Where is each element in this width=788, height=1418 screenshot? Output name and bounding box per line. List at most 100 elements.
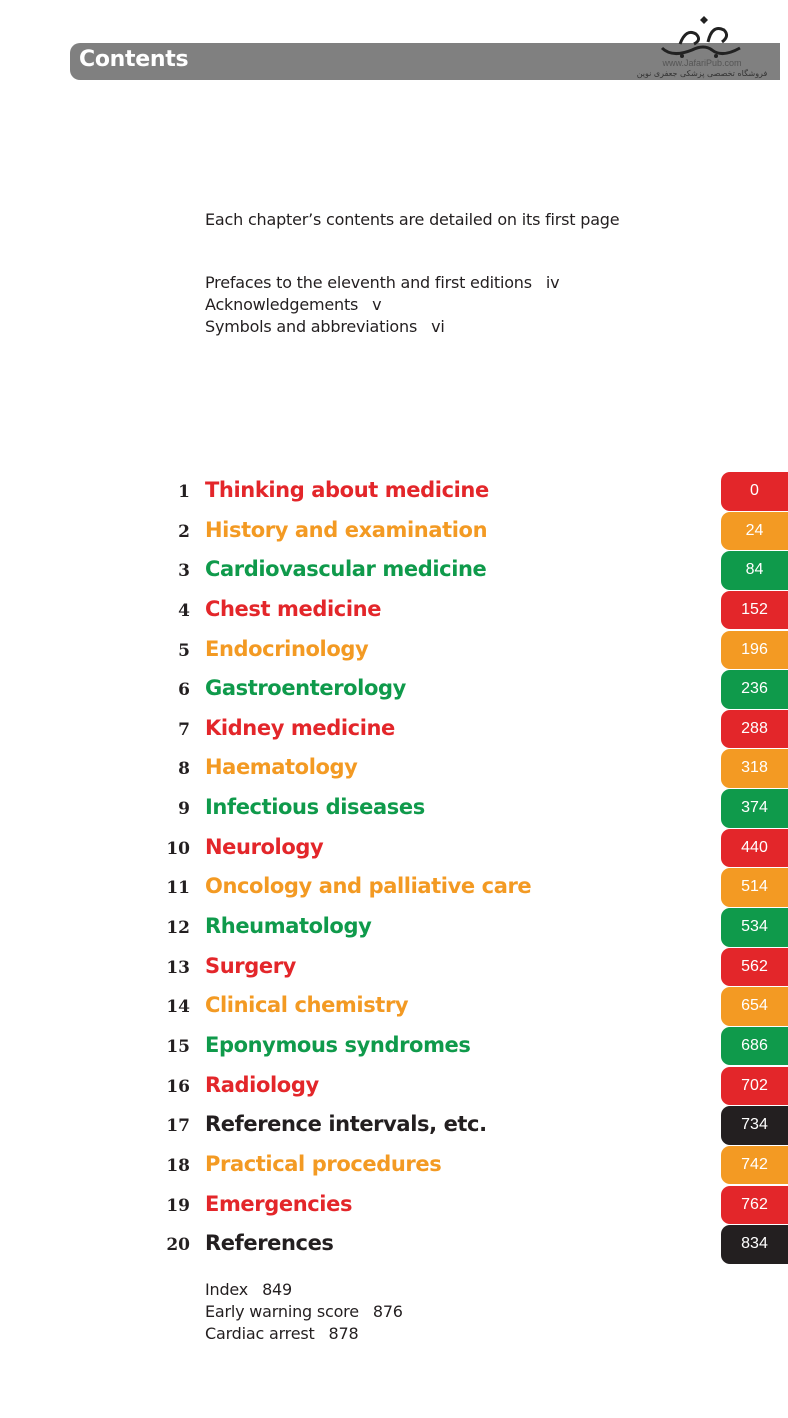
- chapter-title[interactable]: Eponymous syndromes: [205, 1032, 471, 1057]
- chapter-title[interactable]: Practical procedures: [205, 1151, 442, 1176]
- chapter-row[interactable]: 18 Practical procedures 742: [0, 1145, 788, 1186]
- chapter-title[interactable]: Emergencies: [205, 1191, 353, 1216]
- prelim-label: Symbols and abbreviations: [205, 317, 418, 336]
- chapter-page-tab[interactable]: 762: [721, 1185, 788, 1225]
- endmatter-label: Early warning score: [205, 1302, 359, 1321]
- chapter-number: 20: [166, 1235, 190, 1256]
- endmatter-label: Index: [205, 1280, 249, 1299]
- chapter-title[interactable]: Radiology: [205, 1072, 319, 1097]
- chapter-title[interactable]: References: [205, 1231, 334, 1256]
- chapter-number: 7: [178, 719, 190, 740]
- prelim-entry-acknowledgements[interactable]: Acknowledgements v: [205, 294, 559, 316]
- prelim-entry-symbols[interactable]: Symbols and abbreviations vi: [205, 316, 559, 338]
- chapter-row[interactable]: 2 History and examination 24: [0, 511, 788, 552]
- prelim-page: v: [372, 295, 382, 314]
- chapter-row[interactable]: 6 Gastroenterology 236: [0, 670, 788, 710]
- chapter-page-tab[interactable]: 514: [721, 868, 788, 907]
- chapter-row[interactable]: 14 Clinical chemistry 654: [0, 987, 788, 1027]
- chapter-page-tab[interactable]: 702: [721, 1066, 788, 1106]
- chapter-row[interactable]: 4 Chest medicine 152: [0, 590, 788, 631]
- chapter-row[interactable]: 1 Thinking about medicine 0: [0, 472, 788, 512]
- chapter-row[interactable]: 12 Rheumatology 534: [0, 908, 788, 948]
- chapter-page-tab[interactable]: 654: [721, 987, 788, 1026]
- chapter-page-tab[interactable]: 562: [721, 947, 788, 987]
- chapter-row[interactable]: 7 Kidney medicine 288: [0, 709, 788, 750]
- chapter-title[interactable]: Clinical chemistry: [205, 993, 409, 1018]
- chapter-row[interactable]: 5 Endocrinology 196: [0, 630, 788, 671]
- chapter-title[interactable]: Rheumatology: [205, 914, 372, 939]
- chapter-row[interactable]: 10 Neurology 440: [0, 828, 788, 869]
- chapter-page-tab[interactable]: 152: [721, 590, 788, 630]
- chapter-number: 5: [178, 640, 190, 661]
- chapter-row[interactable]: 16 Radiology 702: [0, 1066, 788, 1107]
- endmatter-entry-cardiac-arrest[interactable]: Cardiac arrest 878: [205, 1323, 403, 1345]
- chapter-page-tab[interactable]: 742: [721, 1145, 788, 1185]
- chapter-page-tab[interactable]: 318: [721, 749, 788, 788]
- publisher-url: www.JafariPub.com: [662, 58, 742, 68]
- chapter-number: 18: [166, 1155, 190, 1176]
- chapter-list: 1 Thinking about medicine 0 2 History and ex…: [0, 472, 788, 1265]
- chapter-title[interactable]: Reference intervals, etc.: [205, 1112, 487, 1137]
- intro-note: Each chapter’s contents are detailed on …: [205, 210, 620, 229]
- endmatter-page: 878: [328, 1324, 359, 1343]
- chapter-page-tab[interactable]: 24: [721, 511, 788, 551]
- prelim-page: iv: [545, 273, 560, 292]
- chapter-number: 9: [178, 799, 190, 820]
- endmatter-entry-index[interactable]: Index 849: [205, 1279, 403, 1301]
- chapter-number: 2: [178, 521, 190, 542]
- chapter-title[interactable]: Infectious diseases: [205, 795, 425, 820]
- chapter-title[interactable]: History and examination: [205, 517, 488, 542]
- prelim-page: vi: [431, 317, 445, 336]
- endmatter-entry-early-warning-score[interactable]: Early warning score 876: [205, 1301, 403, 1323]
- chapter-row[interactable]: 17 Reference intervals, etc. 734: [0, 1106, 788, 1146]
- chapter-page-tab[interactable]: 236: [721, 670, 788, 709]
- chapter-row[interactable]: 20 References 834: [0, 1225, 788, 1265]
- chapter-number: 10: [166, 838, 190, 859]
- chapter-row[interactable]: 3 Cardiovascular medicine 84: [0, 551, 788, 591]
- chapter-row[interactable]: 19 Emergencies 762: [0, 1185, 788, 1226]
- chapter-page-tab[interactable]: 534: [721, 908, 788, 947]
- chapter-number: 16: [166, 1076, 190, 1097]
- chapter-row[interactable]: 11 Oncology and palliative care 514: [0, 868, 788, 908]
- publisher-logo-icon: [660, 16, 741, 58]
- chapter-row[interactable]: 15 Eponymous syndromes 686: [0, 1026, 788, 1067]
- chapter-title[interactable]: Gastroenterology: [205, 676, 406, 701]
- chapter-page-tab[interactable]: 288: [721, 709, 788, 749]
- endmatter-page: 876: [372, 1302, 403, 1321]
- chapter-number: 1: [178, 482, 190, 502]
- endmatter-page: 849: [262, 1280, 293, 1299]
- chapter-number: 15: [166, 1036, 190, 1057]
- chapter-page-tab[interactable]: 374: [721, 789, 788, 828]
- chapter-page-tab[interactable]: 196: [721, 630, 788, 670]
- chapter-title[interactable]: Cardiovascular medicine: [205, 557, 487, 582]
- chapter-page-tab[interactable]: 834: [721, 1225, 788, 1264]
- chapter-row[interactable]: 9 Infectious diseases 374: [0, 789, 788, 829]
- chapter-number: 4: [178, 600, 190, 621]
- chapter-page-tab[interactable]: 734: [721, 1106, 788, 1145]
- chapter-number: 6: [178, 680, 190, 701]
- chapter-title[interactable]: Chest medicine: [205, 596, 382, 621]
- chapter-number: 12: [166, 918, 190, 939]
- chapter-title[interactable]: Thinking about medicine: [205, 478, 489, 502]
- chapter-title[interactable]: Kidney medicine: [205, 715, 395, 740]
- publisher-watermark: www.JafariPub.com فروشگاه تخصصی پزشکی جع…: [632, 14, 772, 94]
- chapter-row[interactable]: 8 Haematology 318: [0, 749, 788, 789]
- chapter-title[interactable]: Surgery: [205, 953, 296, 978]
- chapter-row[interactable]: 13 Surgery 562: [0, 947, 788, 988]
- chapter-title[interactable]: Endocrinology: [205, 636, 369, 661]
- page-title: Contents: [79, 47, 189, 72]
- chapter-title[interactable]: Haematology: [205, 755, 358, 780]
- chapter-page-tab[interactable]: 84: [721, 551, 788, 590]
- chapter-page-tab[interactable]: 440: [721, 828, 788, 868]
- prelim-label: Prefaces to the eleventh and first editi…: [205, 273, 532, 292]
- endmatter-list: Index 849 Early warning score 876 Cardiac …: [205, 1279, 403, 1345]
- chapter-page-tab[interactable]: 686: [721, 1026, 788, 1066]
- chapter-page-tab[interactable]: 0: [721, 472, 788, 511]
- prelims-list: Prefaces to the eleventh and first editi…: [205, 272, 560, 338]
- prelim-entry-prefaces[interactable]: Prefaces to the eleventh and first editi…: [205, 272, 560, 294]
- chapter-title[interactable]: Neurology: [205, 834, 324, 859]
- endmatter-label: Cardiac arrest: [205, 1324, 315, 1343]
- chapter-number: 3: [178, 561, 190, 582]
- prelim-label: Acknowledgements: [205, 295, 359, 314]
- chapter-title[interactable]: Oncology and palliative care: [205, 874, 532, 899]
